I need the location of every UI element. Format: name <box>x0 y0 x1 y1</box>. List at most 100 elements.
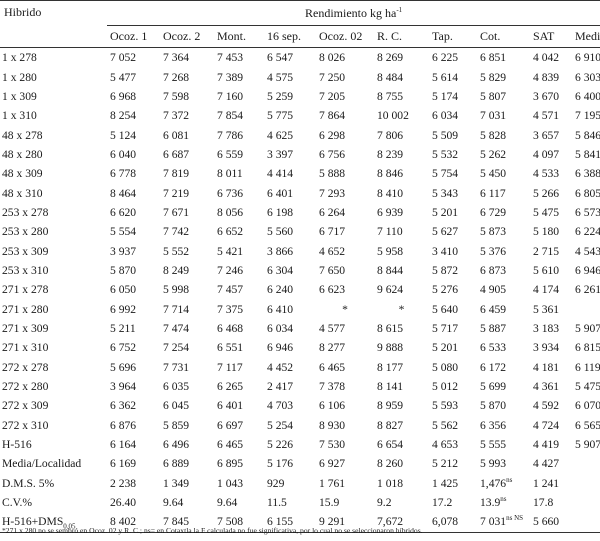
cell-value: 6 034 <box>267 321 294 335</box>
cell-value: 6 070 <box>575 399 600 413</box>
cell-value <box>572 454 600 473</box>
cell-value: 4 181 <box>533 360 560 374</box>
column-header: Media <box>572 25 600 48</box>
table-row: 272 x 278 5 696 7 731 7 117 4 452 6 465 8 177 5… <box>0 358 600 377</box>
stats-row-label: H-516+DMS0.05 <box>0 512 107 533</box>
cell-value: 7 372 <box>163 109 190 123</box>
cell-value: 5 477 <box>110 70 137 84</box>
table-row: 1 x 309 6 968 7 598 7 160 5 259 7 205 8 755 5 1… <box>0 87 600 106</box>
cell-value: 6 400 <box>575 89 600 103</box>
cell-value: 8 011 <box>217 167 243 181</box>
cell-value <box>572 512 600 533</box>
cell-value: 3 410 <box>432 244 459 258</box>
cell-value: 1 043 <box>217 476 244 490</box>
table-row-label: 272 x 278 <box>2 360 49 374</box>
cell-value: 6 876 <box>110 418 137 432</box>
cell-value: 6 465 <box>319 360 346 374</box>
cell-value: 5 560 <box>267 225 294 239</box>
column-header: SAT <box>530 25 572 48</box>
cell-value: 8 844 <box>377 263 404 277</box>
table-row-label: 271 x 309 <box>2 321 49 335</box>
table-row: 253 x 310 5 870 8 249 7 246 6 304 7 650 8 844 5… <box>0 261 600 280</box>
cell-value: 8 846 <box>377 167 404 181</box>
cell-value: 6 050 <box>110 283 137 297</box>
table-row: 253 x 280 5 554 7 742 6 652 5 560 6 717 7 110 5… <box>0 222 600 241</box>
table-row: 271 x 280 6 992 7 714 7 375 6 410 * * 5 640 6 45… <box>0 299 600 318</box>
stats-row: H-516+DMS0.05 8 402 7 845 7 508 6 155 9 291 7,… <box>0 512 600 533</box>
cell-value: 6 559 <box>217 147 244 161</box>
cell-value: 6 873 <box>480 263 507 277</box>
cell-value: 9 888 <box>377 341 404 355</box>
cell-value: 929 <box>267 476 285 490</box>
cell-value: 5 012 <box>432 380 459 394</box>
cell-value: 9.64 <box>163 496 184 510</box>
cell-value: 6 736 <box>217 186 244 200</box>
cell-value: 7 530 <box>319 438 346 452</box>
cell-value: 4 414 <box>267 167 294 181</box>
cell-value: 6 815 <box>575 341 600 355</box>
cell-value: 6 169 <box>110 457 137 471</box>
table-row-label: 272 x 310 <box>2 418 49 432</box>
cell-value: 6 573 <box>575 205 600 219</box>
cell-value: 7 195 <box>575 109 600 123</box>
cell-value: 5 754 <box>432 167 459 181</box>
cell-value: 3 183 <box>533 321 560 335</box>
cell-value: 6 805 <box>575 186 600 200</box>
cell-value: 6 620 <box>110 205 137 219</box>
table-row-label: 253 x 309 <box>2 244 49 258</box>
cell-value: 7 508 <box>214 512 264 533</box>
cell-value: 4 571 <box>533 109 560 123</box>
cell-value: 8 239 <box>377 147 404 161</box>
cell-value: 3 934 <box>533 341 560 355</box>
cell-value: 7 205 <box>319 89 346 103</box>
cell-value: 5 562 <box>432 418 459 432</box>
cell-value: 7 375 <box>217 302 244 316</box>
cell-value: 7 474 <box>163 321 190 335</box>
table-footnote: *271 x 280 no se sembró en Ocoz. 02 y R.… <box>2 526 423 535</box>
cell-value: 6 895 <box>217 457 244 471</box>
cell-value: 5 887 <box>480 321 507 335</box>
cell-value: 6 172 <box>480 360 507 374</box>
cell-value: 6 468 <box>217 321 244 335</box>
cell-value: 8 141 <box>377 380 404 394</box>
table-row-label: 48 x 280 <box>2 147 43 161</box>
cell-value: 6 045 <box>163 399 190 413</box>
cell-value: 8 484 <box>377 70 404 84</box>
cell-value: 6 496 <box>163 438 190 452</box>
cell-value: 1 018 <box>377 476 404 490</box>
cell-value: 5 828 <box>480 128 507 142</box>
cell-value: 5 475 <box>575 380 600 394</box>
cell-value: 6 117 <box>480 186 506 200</box>
table-row-label: 1 x 280 <box>2 70 37 84</box>
cell-value: 6 303 <box>575 70 600 84</box>
table-row-label: 253 x 310 <box>2 263 49 277</box>
cell-value: 8 402 <box>107 512 160 533</box>
cell-value: 5 593 <box>432 399 459 413</box>
cell-value: 6 927 <box>319 457 346 471</box>
cell-value: 6 729 <box>480 205 507 219</box>
cell-value: 7 714 <box>163 302 190 316</box>
cell-value: 5 829 <box>480 70 507 84</box>
cell-value: 6 551 <box>217 341 244 355</box>
cell-value: 7 819 <box>163 167 190 181</box>
cell-value: 6 533 <box>480 341 507 355</box>
cell-value: 26.40 <box>110 496 137 510</box>
stats-row: D.M.S. 5% 2 238 1 349 1 043 929 1 761 1 018 1 4… <box>0 474 600 493</box>
cell-value: 5 211 <box>110 321 136 335</box>
cell-value: 6 304 <box>267 263 294 277</box>
cell-value: 4 577 <box>319 321 346 335</box>
cell-value: 7 378 <box>319 380 346 394</box>
cell-value: 4 427 <box>533 457 560 471</box>
cell-value: 5 870 <box>110 263 137 277</box>
cell-value: 6 401 <box>217 399 244 413</box>
table-row-label: 272 x 280 <box>2 380 49 394</box>
group-header: Rendimiento kg ha-1 <box>107 0 600 26</box>
stats-row-label: C.V.% <box>2 496 33 510</box>
cell-value: 5 610 <box>533 263 560 277</box>
cell-value: 7 650 <box>319 263 346 277</box>
cell-value: 7 250 <box>319 70 346 84</box>
cell-value: 6 910 <box>575 51 600 65</box>
cell-value: 9 624 <box>377 283 404 297</box>
table-row: 272 x 310 6 876 5 859 6 697 5 254 8 930 8 827 5… <box>0 416 600 435</box>
cell-value: 5 627 <box>432 225 459 239</box>
